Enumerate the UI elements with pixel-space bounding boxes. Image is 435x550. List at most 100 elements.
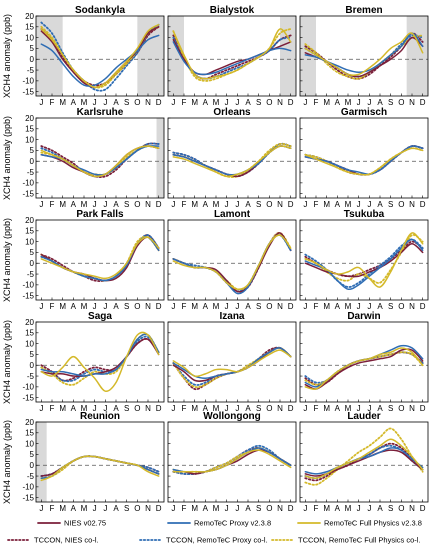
x-tick-label: M: [59, 302, 66, 311]
y-axis-label: XCH4 anomaly (ppb): [2, 320, 12, 404]
x-tick-label: D: [288, 504, 294, 513]
series-line-tccon-full: [40, 333, 160, 386]
x-tick-label: J: [39, 302, 43, 311]
x-tick-label: A: [203, 98, 209, 107]
panel-frame: [35, 321, 165, 403]
series-line-full: [172, 449, 292, 473]
legend: NIES v02.75 RemoTeC Proxy v2.3.8 RemoTeC F…: [7, 519, 422, 545]
x-tick-label: J: [171, 200, 175, 209]
x-tick-label: A: [245, 404, 251, 413]
x-tick-label: J: [225, 98, 229, 107]
x-tick-label: N: [145, 98, 151, 107]
x-tick-label: O: [266, 504, 272, 513]
panel-title: Lamont: [214, 209, 251, 220]
x-tick-label: S: [388, 98, 393, 107]
series-line-tccon-proxy: [304, 351, 424, 384]
x-tick-label: M: [323, 504, 330, 513]
x-tick-label: J: [171, 504, 175, 513]
y-tick-label: -10: [22, 483, 34, 492]
x-tick-label: J: [103, 98, 107, 107]
x-tick-label: J: [367, 302, 371, 311]
x-tick-label: J: [39, 504, 43, 513]
y-axis-label: XCH4 anomaly (ppb): [2, 116, 12, 200]
panel-title: Bialystok: [210, 5, 255, 16]
y-tick-label: -15: [22, 87, 34, 96]
x-tick-label: A: [113, 302, 119, 311]
x-tick-label: F: [50, 302, 55, 311]
y-tick-label: -5: [27, 372, 35, 381]
panel-title: Tsukuba: [344, 209, 385, 220]
y-tick-label: 20: [25, 114, 34, 123]
y-tick-label: 10: [25, 135, 34, 144]
x-tick-label: N: [409, 302, 415, 311]
x-tick-label: A: [203, 302, 209, 311]
y-tick-label: -15: [22, 189, 34, 198]
y-axis-label: XCH4 anomaly (ppb): [2, 14, 12, 98]
x-tick-label: S: [124, 302, 129, 311]
series-line-proxy: [172, 41, 292, 76]
y-tick-label: 5: [30, 146, 35, 155]
x-tick-label: M: [213, 504, 220, 513]
y-tick-label: 10: [25, 33, 34, 42]
x-tick-label: F: [50, 404, 55, 413]
x-tick-label: O: [398, 98, 404, 107]
y-tick-label: 10: [25, 439, 34, 448]
x-tick-label: A: [113, 404, 119, 413]
y-tick-label: -5: [27, 472, 35, 481]
x-tick-label: D: [156, 404, 162, 413]
x-tick-label: J: [357, 504, 361, 513]
series-line-nies: [40, 236, 160, 282]
x-tick-label: O: [398, 200, 404, 209]
panel-title: Park Falls: [76, 209, 124, 220]
y-tick-label: 15: [25, 125, 34, 134]
x-tick-label: N: [277, 504, 283, 513]
series-line-proxy: [304, 447, 424, 475]
x-tick-label: A: [245, 504, 251, 513]
x-tick-label: M: [81, 504, 88, 513]
panel-frame: [299, 15, 429, 97]
x-tick-label: J: [225, 404, 229, 413]
x-tick-label: N: [145, 404, 151, 413]
x-tick-label: J: [235, 98, 239, 107]
series-line-full: [304, 147, 424, 176]
x-tick-label: J: [367, 200, 371, 209]
series-line-nies: [304, 243, 424, 278]
winter-shade: [406, 16, 428, 96]
y-tick-label: 5: [30, 248, 35, 257]
x-tick-label: J: [103, 504, 107, 513]
x-tick-label: M: [59, 98, 66, 107]
x-tick-label: F: [182, 302, 187, 311]
series-line-proxy: [40, 34, 160, 87]
legend-label: TCCON, RemoTeC Proxy co-l.: [166, 536, 268, 545]
panel-title: Garmisch: [341, 107, 387, 118]
series-line-tccon-nies: [172, 231, 292, 293]
x-tick-label: D: [420, 98, 426, 107]
x-tick-label: D: [420, 302, 426, 311]
legend-item-tccon-full: TCCON, RemoTeC Full Physics co-l.: [271, 536, 421, 545]
x-tick-label: M: [191, 504, 198, 513]
legend-label: TCCON, RemoTeC Full Physics co-l.: [298, 536, 421, 545]
x-tick-label: M: [191, 302, 198, 311]
x-tick-label: N: [145, 504, 151, 513]
y-tick-label: 20: [25, 418, 34, 427]
winter-shade: [280, 16, 296, 96]
x-tick-label: A: [203, 404, 209, 413]
x-tick-label: A: [71, 302, 77, 311]
series-line-full: [304, 232, 424, 288]
series-line-proxy: [40, 236, 160, 282]
x-tick-label: A: [335, 302, 341, 311]
x-tick-label: J: [103, 404, 107, 413]
y-tick-label: -5: [27, 66, 35, 75]
x-tick-label: S: [388, 302, 393, 311]
x-tick-label: N: [409, 404, 415, 413]
x-tick-label: S: [124, 404, 129, 413]
series-line-tccon-nies: [40, 25, 160, 87]
y-tick-label: -5: [27, 270, 35, 279]
x-tick-label: D: [420, 504, 426, 513]
x-tick-label: F: [182, 200, 187, 209]
winter-shade: [156, 118, 164, 198]
series-line-tccon-full: [304, 427, 424, 486]
